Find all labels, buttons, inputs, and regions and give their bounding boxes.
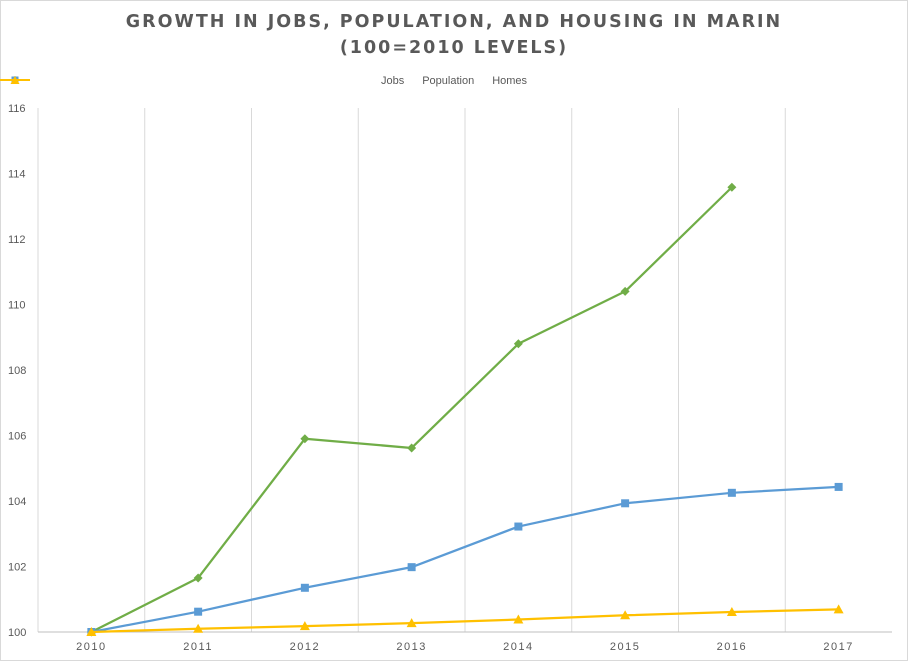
x-tick-label: 2017: [823, 641, 853, 653]
x-tick-label: 2016: [717, 641, 747, 653]
series-line-homes: [91, 608, 839, 634]
legend-item-homes: Homes: [0, 75, 528, 87]
y-tick-label: 116: [8, 103, 26, 115]
data-point-population: [194, 607, 203, 616]
y-tick-label: 106: [8, 431, 26, 443]
chart-title-line-1: GROWTH IN JOBS, POPULATION, AND HOUSING …: [125, 12, 783, 32]
chart-title-line-2: (100=2010 LEVELS): [339, 38, 569, 58]
data-point-population: [514, 522, 523, 531]
y-tick-label: 114: [8, 169, 26, 181]
data-point-population: [621, 499, 630, 508]
data-point-jobs: [300, 434, 310, 444]
y-tick-label: 108: [8, 365, 26, 377]
data-point-jobs: [620, 286, 630, 296]
legend-swatch-homes: [0, 76, 30, 84]
x-tick-label: 2011: [183, 641, 213, 653]
data-point-jobs: [513, 339, 523, 349]
chart-legend: Jobs Population Homes: [0, 75, 908, 87]
y-tick-label: 102: [8, 562, 26, 574]
y-tick-label: 110: [8, 300, 26, 312]
x-tick-label: 2015: [610, 641, 640, 653]
data-point-homes: [86, 627, 97, 636]
y-tick-label: 104: [8, 496, 26, 508]
data-point-jobs: [193, 573, 203, 583]
data-point-population: [407, 563, 416, 572]
x-tick-label: 2013: [396, 641, 426, 653]
data-point-homes: [299, 621, 310, 631]
x-tick-label: 2014: [503, 641, 533, 653]
data-point-homes: [193, 623, 204, 633]
data-point-population: [834, 482, 843, 491]
x-tick-label: 2012: [290, 641, 320, 653]
data-point-jobs: [407, 443, 417, 453]
x-tick-label: 2010: [76, 641, 106, 653]
series-line-population: [91, 485, 839, 634]
data-point-population: [300, 583, 309, 592]
legend-label-jobs: Jobs: [380, 75, 405, 87]
y-tick-label: 100: [8, 627, 26, 639]
data-point-homes: [620, 610, 631, 620]
data-point-homes: [513, 614, 524, 624]
data-point-jobs: [727, 182, 737, 192]
legend-label-population: Population: [422, 75, 475, 87]
data-point-population: [727, 488, 736, 497]
data-point-homes: [726, 607, 737, 617]
y-tick-label: 112: [8, 234, 26, 246]
legend-label-homes: Homes: [492, 75, 528, 87]
data-point-homes: [833, 604, 844, 614]
data-point-homes: [406, 618, 417, 628]
